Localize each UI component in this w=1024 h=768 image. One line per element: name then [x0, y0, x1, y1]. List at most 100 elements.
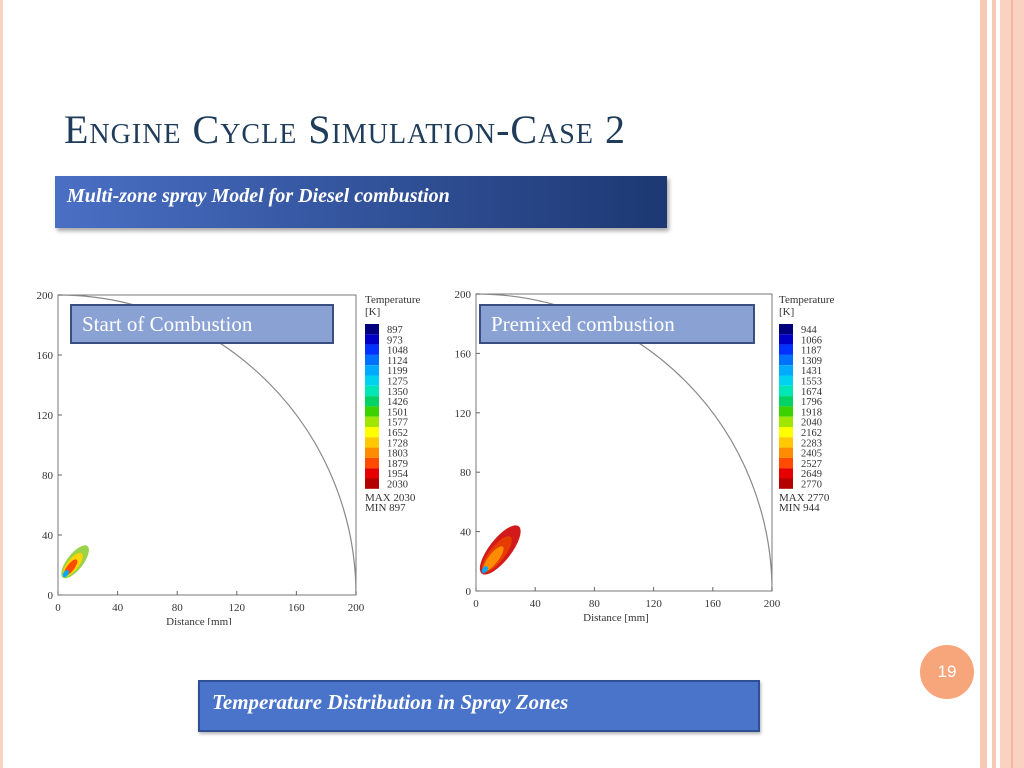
caption-text: Temperature Distribution in Spray Zones [212, 690, 569, 714]
legend-level-label: 1048 [387, 346, 408, 357]
legend-swatch [779, 437, 793, 448]
y-tick-label: 0 [466, 586, 472, 598]
y-tick-label: 40 [42, 530, 54, 542]
legend-swatch [779, 416, 793, 427]
legend-level-label: 1501 [387, 407, 408, 418]
legend-level-label: 2030 [387, 480, 408, 491]
subtitle-banner: Multi-zone spray Model for Diesel combus… [55, 176, 667, 228]
legend-level-label: 1954 [387, 469, 409, 480]
legend-swatch [779, 375, 793, 386]
legend-level-label: 897 [387, 325, 403, 336]
x-tick-label: 80 [589, 598, 601, 610]
decor-stripe-left [0, 0, 3, 768]
y-tick-label: 80 [460, 467, 472, 479]
legend-swatch [779, 468, 793, 479]
x-axis-label: Distance [mm] [583, 612, 649, 624]
legend-level-label: 2405 [801, 449, 822, 460]
y-tick-label: 200 [455, 289, 472, 301]
x-tick-label: 120 [645, 598, 662, 610]
x-tick-label: 40 [112, 602, 124, 614]
legend-level-label: 2770 [801, 480, 822, 491]
y-tick-label: 120 [37, 410, 54, 422]
x-axis-label: Distance [mm] [166, 616, 232, 625]
legend-level-label: 1350 [387, 387, 408, 398]
spray-zone-tip [62, 570, 70, 578]
plot-title-premixed: Premixed combustion [479, 304, 755, 344]
legend-level-label: 973 [387, 335, 403, 346]
legend-level-label: 1796 [801, 397, 822, 408]
legend-title: Temperature [365, 294, 421, 306]
x-tick-label: 120 [229, 602, 246, 614]
legend-min: MIN 897 [365, 502, 406, 514]
plot-title-start: Start of Combustion [70, 304, 334, 344]
spray-plume [61, 545, 89, 579]
legend-swatch [779, 447, 793, 458]
legend-swatch [365, 437, 379, 448]
plot-start-of-combustion-svg: 0 40 80 120 160 200 0 40 80 120 160 200 Distance [mm… [37, 290, 421, 628]
legend-level-label: 2040 [801, 418, 822, 429]
legend-level-label: 1577 [387, 418, 408, 429]
y-tick-label: 0 [48, 590, 54, 602]
plot-start-of-combustion: 0 40 80 120 160 200 0 40 80 120 160 200 Distance [mm… [30, 280, 450, 628]
legend-level-label: 1199 [387, 366, 408, 377]
x-tick-label: 160 [288, 602, 305, 614]
caption-box: Temperature Distribution in Spray Zones [198, 680, 760, 732]
subtitle-text: Multi-zone spray Model for Diesel combus… [67, 185, 450, 207]
legend-swatch [365, 416, 379, 427]
y-tick-label: 200 [37, 290, 54, 302]
legend-level-label: 2649 [801, 469, 822, 480]
slide-title: Engine Cycle Simulation-Case 2 [64, 107, 626, 152]
legend-level-label: 1426 [387, 397, 408, 408]
legend-swatch [779, 365, 793, 376]
plot-frame [57, 294, 357, 596]
legend-swatch [779, 324, 793, 335]
y-tick-label: 160 [37, 350, 54, 362]
decor-stripe-2 [992, 0, 996, 768]
spray-plume [479, 525, 521, 575]
legend-min: MIN 944 [779, 502, 820, 514]
legend-level-label: 1275 [387, 377, 408, 388]
legend-swatch [365, 427, 379, 438]
legend-level-label: 2162 [801, 428, 822, 439]
y-tick-label: 160 [455, 348, 472, 360]
legend-swatch [779, 385, 793, 397]
legend-unit: [K] [779, 306, 794, 318]
legend-swatch [779, 457, 793, 469]
x-tick-label: 80 [172, 602, 184, 614]
legend-max: MAX 2030 [365, 492, 416, 504]
legend-max: MAX 2770 [779, 492, 830, 504]
legend-swatch [365, 478, 379, 489]
legend-swatch [365, 354, 379, 366]
legend-swatch [365, 334, 379, 345]
cylinder-boundary-arc [475, 293, 773, 592]
legend-swatch [779, 334, 793, 345]
decor-stripe-4 [1011, 0, 1013, 768]
spray-zone-core [483, 546, 504, 572]
plot-premixed-combustion: 0 40 80 120 160 200 0 40 80 120 160 200 Distance [mm… [445, 280, 865, 625]
legend-level-label: 1553 [801, 377, 822, 388]
legend-swatch [365, 365, 379, 376]
x-tick-label: 0 [473, 598, 479, 610]
legend-level-label: 1918 [801, 407, 822, 418]
legend-swatch [779, 354, 793, 366]
legend-unit: [K] [365, 306, 380, 318]
page-number-badge: 19 [920, 645, 974, 699]
legend-swatch [365, 468, 379, 479]
decor-stripe-1 [980, 0, 987, 768]
x-tick-label: 0 [55, 602, 61, 614]
legend-level-label: 1066 [801, 335, 822, 346]
legend-swatch [365, 447, 379, 458]
legend-swatch [365, 344, 379, 355]
legend-level-label: 1879 [387, 459, 408, 470]
legend-swatch [779, 344, 793, 355]
legend-level-label: 1187 [801, 346, 822, 357]
legend-swatch [779, 406, 793, 417]
legend-level-label: 944 [801, 325, 818, 336]
y-tick-label: 120 [455, 408, 472, 420]
x-tick-label: 200 [764, 598, 781, 610]
legend-title: Temperature [779, 294, 835, 306]
legend-swatch [779, 478, 793, 489]
y-tick-label: 80 [42, 470, 54, 482]
legend-swatch [365, 324, 379, 335]
legend-level-label: 2527 [801, 459, 822, 470]
